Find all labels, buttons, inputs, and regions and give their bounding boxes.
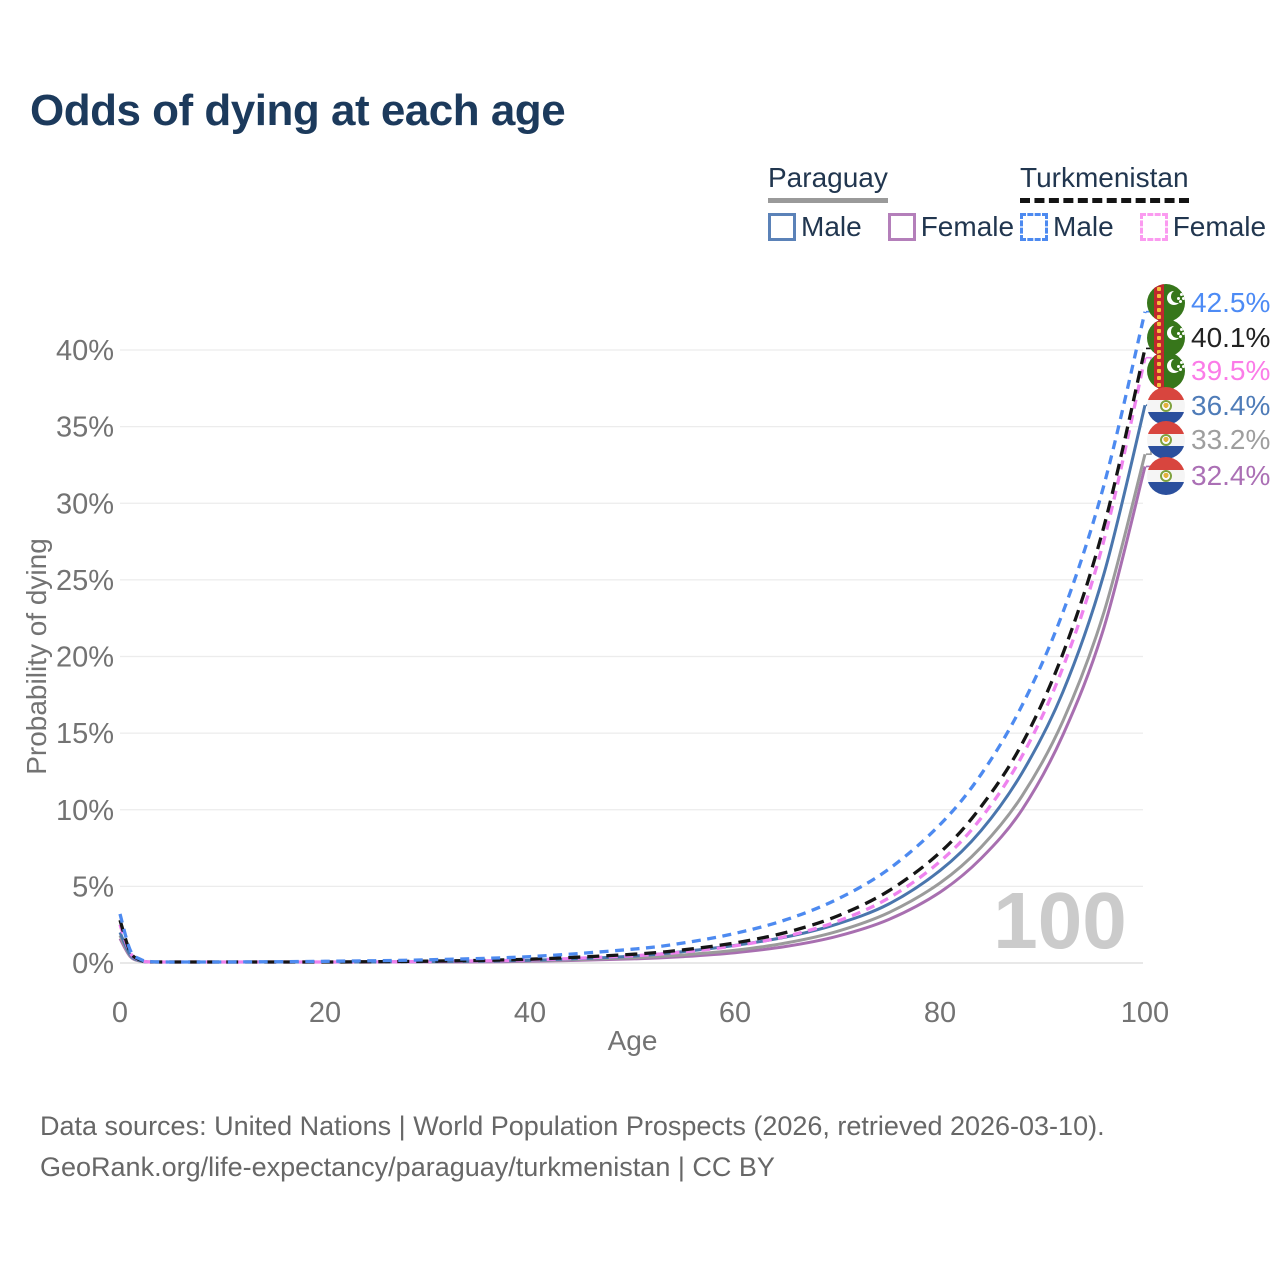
legend-group-turkmenistan: Turkmenistan Male Female: [1020, 162, 1266, 243]
y-tick-label: 20%: [56, 642, 114, 674]
paraguay-flag-icon: [1147, 457, 1185, 495]
page-title: Odds of dying at each age: [30, 86, 566, 135]
turkmenistan-male-swatch-icon: [1020, 213, 1048, 241]
y-tick-label: 0%: [72, 948, 114, 980]
footer: Data sources: United Nations | World Pop…: [40, 1106, 1105, 1188]
series-line-turkmenistan-female: [118, 357, 1147, 964]
y-tick-label: 25%: [56, 565, 114, 597]
series-line-paraguay-male: [118, 404, 1147, 964]
end-label-turkmenistan-female: 39.5%: [1147, 352, 1270, 390]
paraguay-flag-icon: [1147, 387, 1185, 425]
paraguay-flag-icon: [1147, 421, 1185, 459]
end-value: 42.5%: [1191, 287, 1271, 318]
legend-item-paraguay-male[interactable]: Male: [768, 211, 862, 243]
y-axis-title: Probability of dying: [21, 538, 52, 775]
x-tick-label: 20: [309, 997, 341, 1029]
paraguay-male-swatch-icon: [768, 213, 796, 241]
series-line-turkmenistan-both-sexes: [118, 348, 1147, 964]
x-tick-label: 100: [1121, 997, 1169, 1029]
footer-data-sources: Data sources: United Nations | World Pop…: [40, 1111, 1105, 1141]
end-label-turkmenistan-male: 42.5%: [1147, 284, 1270, 322]
end-label-paraguay-female: 32.4%: [1147, 457, 1270, 495]
legend-country-turkmenistan[interactable]: Turkmenistan: [1020, 162, 1189, 203]
legend-item-turkmenistan-male[interactable]: Male: [1020, 211, 1114, 243]
end-value: 40.1%: [1191, 322, 1271, 353]
legend-label-paraguay-female: Female: [920, 211, 1015, 242]
x-axis-title: Age: [608, 1025, 658, 1056]
legend-item-turkmenistan-female[interactable]: Female: [1139, 211, 1267, 243]
end-label-turkmenistan-both: 40.1%: [1147, 319, 1270, 357]
end-value: 36.4%: [1191, 390, 1271, 421]
legend-label-paraguay-male: Male: [801, 211, 862, 242]
legend-items-paraguay: Male Female: [768, 211, 1014, 243]
end-value: 32.4%: [1191, 460, 1271, 491]
turkmenistan-flag-icon: [1147, 319, 1185, 357]
y-tick-label: 10%: [56, 795, 114, 827]
y-tick-label: 15%: [56, 718, 114, 750]
end-value: 33.2%: [1191, 424, 1271, 455]
legend-country-paraguay[interactable]: Paraguay: [768, 162, 888, 203]
footer-attribution-link: GeoRank.org/life-expectancy/paraguay/tur…: [40, 1152, 775, 1182]
end-label-paraguay-both: 33.2%: [1147, 421, 1270, 459]
age-watermark: 100: [993, 876, 1126, 965]
y-tick-label: 5%: [72, 871, 114, 903]
end-value: 39.5%: [1191, 355, 1271, 386]
legend-label-turkmenistan-female: Female: [1172, 211, 1267, 242]
legend-group-paraguay: Paraguay Male Female: [768, 162, 1014, 243]
y-tick-label: 40%: [56, 335, 114, 367]
legend-label-turkmenistan-male: Male: [1053, 211, 1114, 242]
x-tick-label: 0: [112, 997, 128, 1029]
y-tick-label: 30%: [56, 488, 114, 520]
paraguay-female-swatch-icon: [887, 213, 916, 241]
turkmenistan-flag-icon: [1147, 284, 1185, 322]
legend-item-paraguay-female[interactable]: Female: [887, 211, 1015, 243]
x-tick-label: 60: [719, 997, 751, 1029]
x-tick-label: 80: [924, 997, 956, 1029]
x-tick-label: 40: [514, 997, 546, 1029]
turkmenistan-female-swatch-icon: [1139, 213, 1168, 241]
series-line-paraguay-female: [118, 466, 1147, 964]
end-label-paraguay-male: 36.4%: [1147, 387, 1270, 425]
y-tick-label: 35%: [56, 412, 114, 444]
turkmenistan-flag-icon: [1147, 352, 1185, 390]
series-line-turkmenistan-male: [118, 311, 1147, 964]
legend-items-turkmenistan: Male Female: [1020, 211, 1266, 243]
